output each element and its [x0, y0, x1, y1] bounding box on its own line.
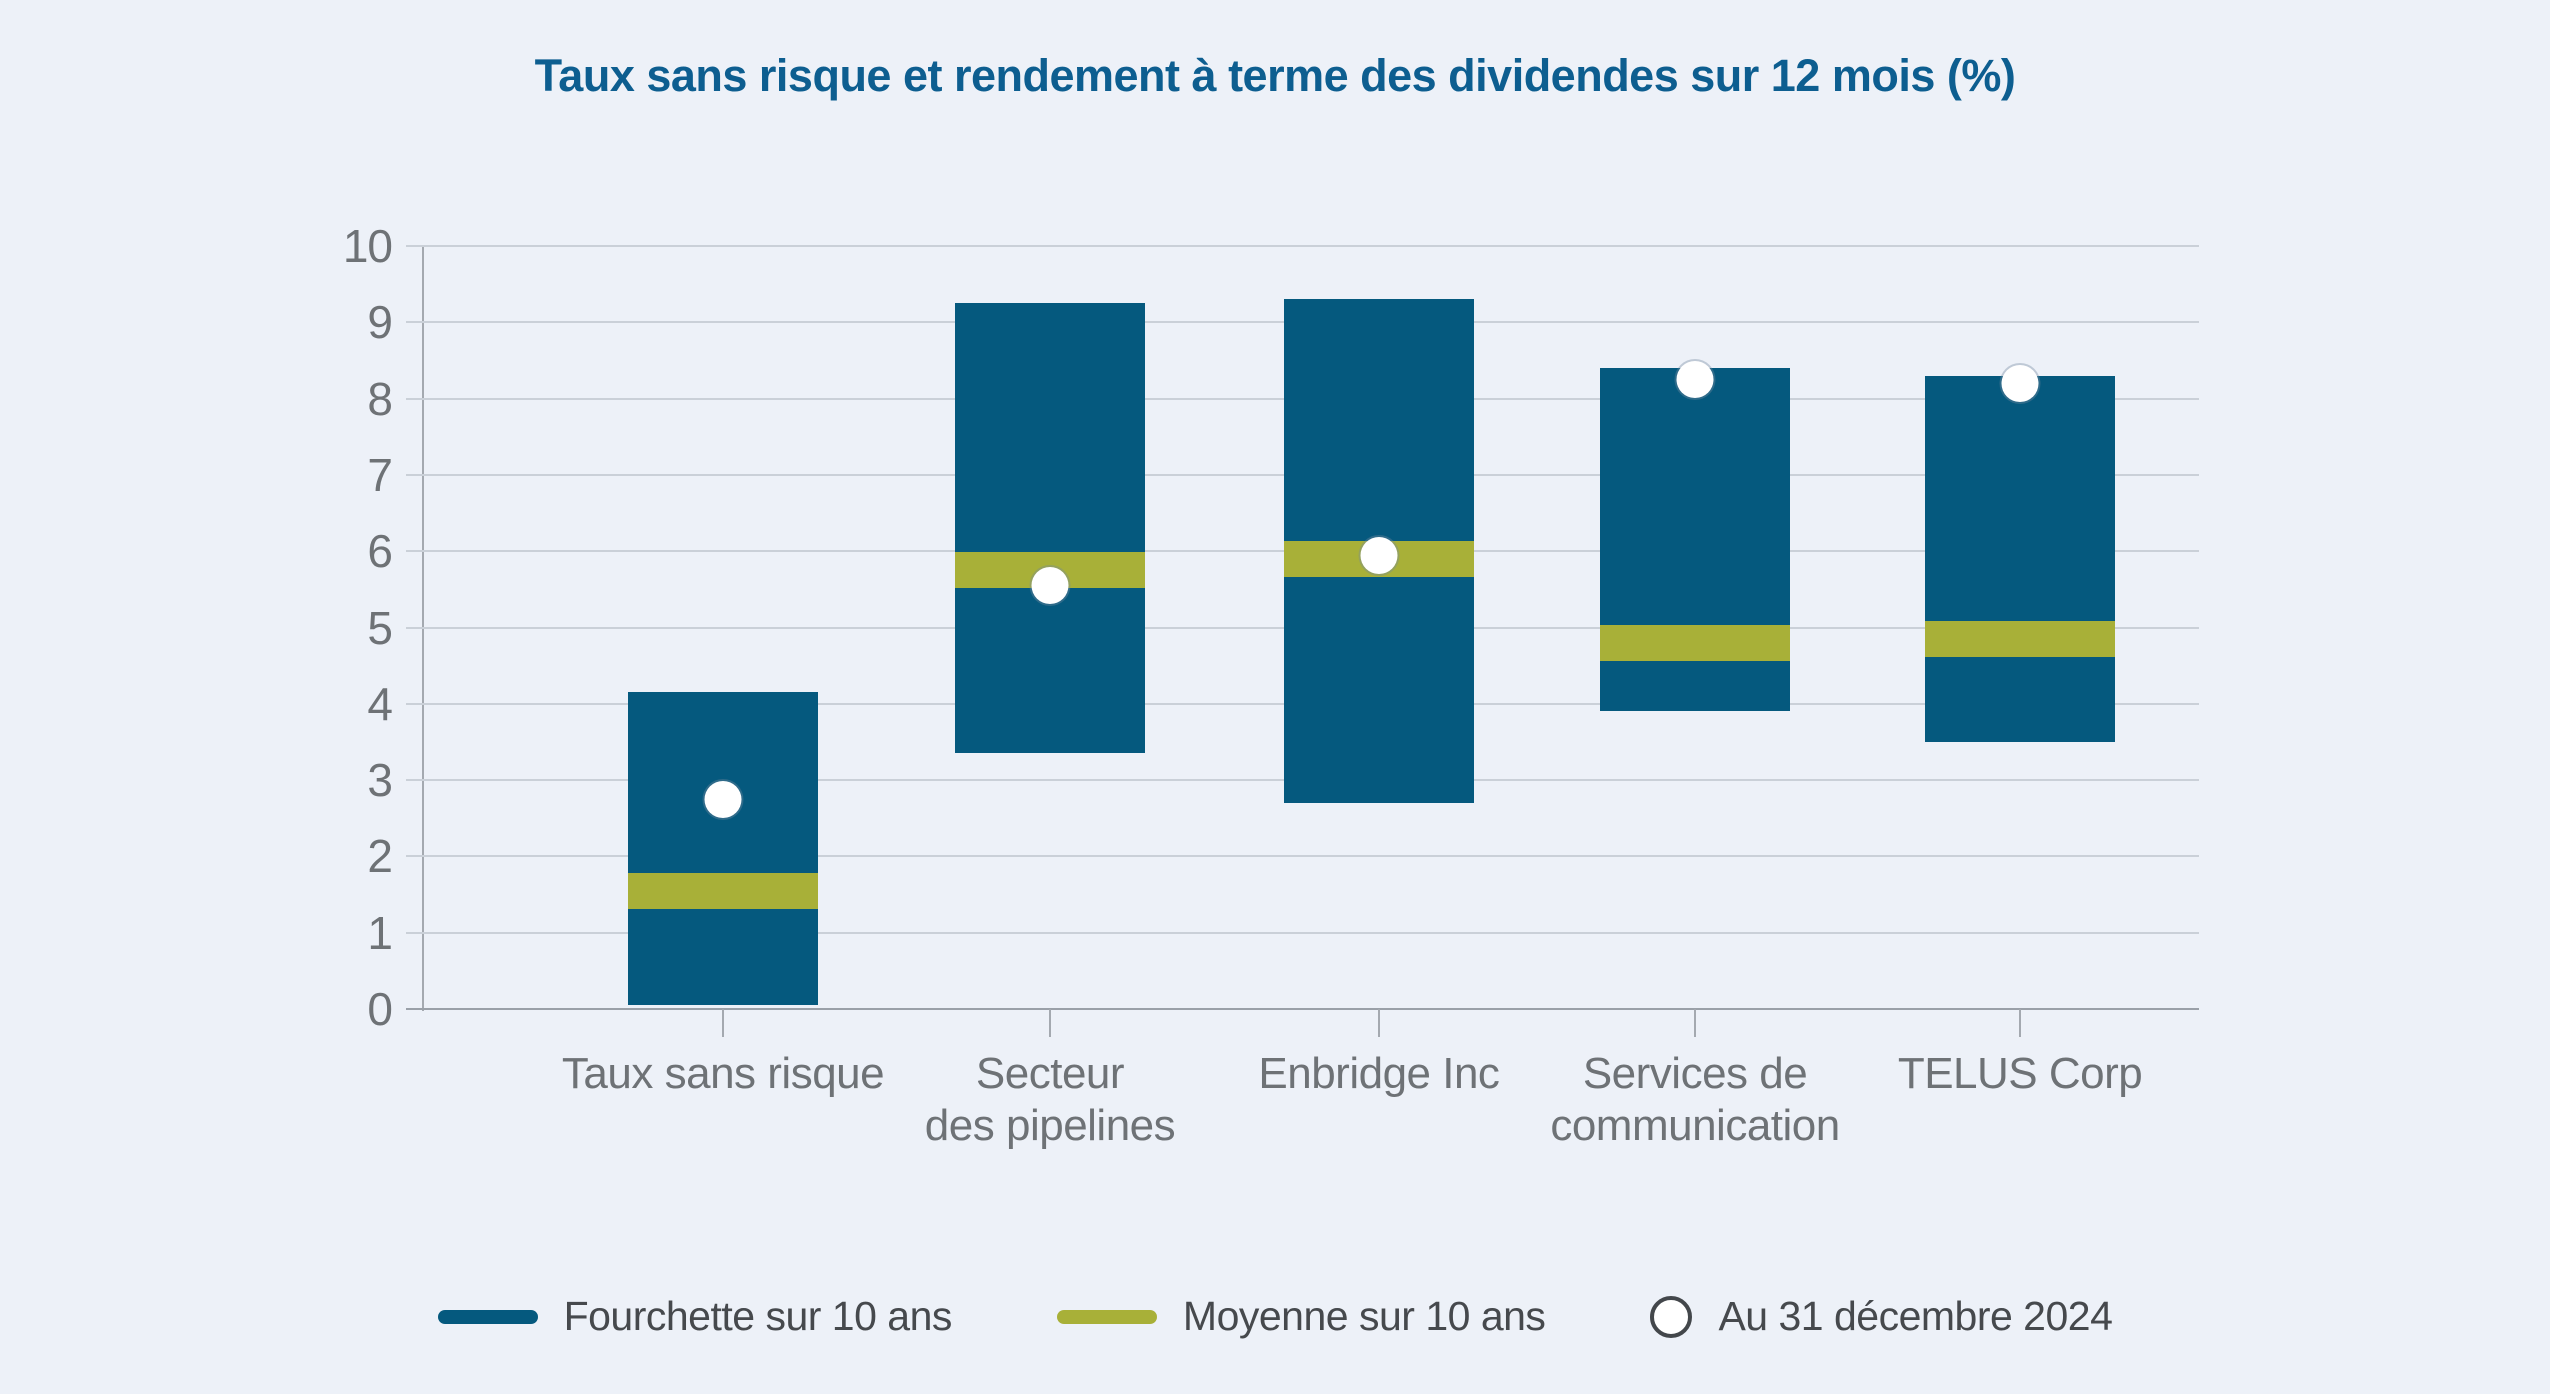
legend-item-point: Au 31 décembre 2024: [1650, 1293, 2113, 1340]
plot-area: [406, 245, 2199, 1037]
x-axis-label-line: Enbridge Inc: [1258, 1049, 1500, 1098]
y-axis-tick-label: 5: [367, 601, 393, 654]
x-axis-label-line: des pipelines: [924, 1100, 1176, 1150]
x-axis-label-line: Taux sans risque: [561, 1049, 885, 1098]
y-axis-tick-label: 10: [342, 220, 393, 272]
bar-group: [1925, 246, 2116, 1009]
range-bar: [954, 303, 1145, 754]
legend-circle-marker: [1650, 1295, 1693, 1338]
legend: Fourchette sur 10 ans Moyenne sur 10 ans A…: [0, 1293, 2550, 1340]
y-axis-tick-label: 7: [367, 448, 393, 501]
category-tick: [722, 1009, 725, 1037]
legend-item-band: Moyenne sur 10 ans: [1056, 1293, 1546, 1340]
category-tick: [1048, 1009, 1051, 1037]
bar-group: [1600, 246, 1791, 1009]
chart-title: Taux sans risque et rendement à terme de…: [534, 50, 2016, 101]
legend-item-range: Fourchette sur 10 ans: [437, 1293, 953, 1340]
current-value-dot: [1031, 567, 1069, 605]
legend-label: Fourchette sur 10 ans: [563, 1293, 953, 1339]
range-bar: [1925, 375, 2116, 742]
current-value-dot: [704, 780, 742, 818]
y-axis-tick-label: 3: [367, 754, 393, 807]
bar-group: [1283, 246, 1474, 1009]
y-axis-tick-label: 9: [367, 296, 393, 349]
x-axis-label: Secteur des pipelines: [924, 1048, 1176, 1152]
x-axis-label-line: communication: [1550, 1100, 1840, 1150]
current-value-dot: [1360, 536, 1398, 574]
y-axis-tick-label: 8: [367, 372, 393, 425]
x-axis-label: TELUS Corp: [1897, 1048, 2143, 1100]
y-axis-line: [422, 246, 424, 1011]
x-axis-baseline: [406, 1008, 2199, 1010]
legend-band-swatch: [1056, 1309, 1157, 1324]
bar-group: [954, 246, 1145, 1009]
x-axis-labels: Taux sans risque Secteur des pipelines Enbr…: [422, 1048, 2199, 1178]
y-axis-tick-label: 0: [367, 983, 393, 1035]
x-axis-label-line: Secteur: [975, 1049, 1125, 1098]
average-band: [1600, 624, 1791, 661]
y-axis-tick-label: 2: [367, 830, 393, 883]
range-bar: [628, 692, 819, 1006]
gridline: [406, 855, 2199, 858]
legend-range-swatch: [437, 1309, 538, 1324]
y-axis-tick-label: 1: [367, 906, 393, 959]
average-band: [628, 872, 819, 909]
x-axis-label: Enbridge Inc: [1258, 1048, 1500, 1100]
x-axis-label: Services de communication: [1550, 1048, 1840, 1152]
category-tick: [2019, 1009, 2022, 1037]
y-axis-tick-label: 6: [367, 525, 393, 578]
gridline: [406, 245, 2199, 247]
category-tick: [1694, 1009, 1697, 1037]
x-axis-label: Taux sans risque: [561, 1048, 885, 1100]
y-axis-tick-label: 4: [367, 677, 393, 730]
bar-group: [628, 246, 819, 1009]
gridline: [406, 931, 2199, 934]
legend-label: Au 31 décembre 2024: [1718, 1293, 2113, 1339]
current-value-dot: [1676, 361, 1714, 399]
current-value-dot: [2001, 364, 2039, 402]
x-axis-label-line: Services de: [1582, 1049, 1808, 1098]
average-band: [1925, 620, 2116, 657]
category-tick: [1377, 1009, 1380, 1037]
y-axis-labels: 0 1 2 3 4 5 6 7 8 9 10: [0, 0, 393, 1394]
legend-label: Moyenne sur 10 ans: [1182, 1293, 1546, 1339]
x-axis-label-line: TELUS Corp: [1897, 1049, 2143, 1098]
